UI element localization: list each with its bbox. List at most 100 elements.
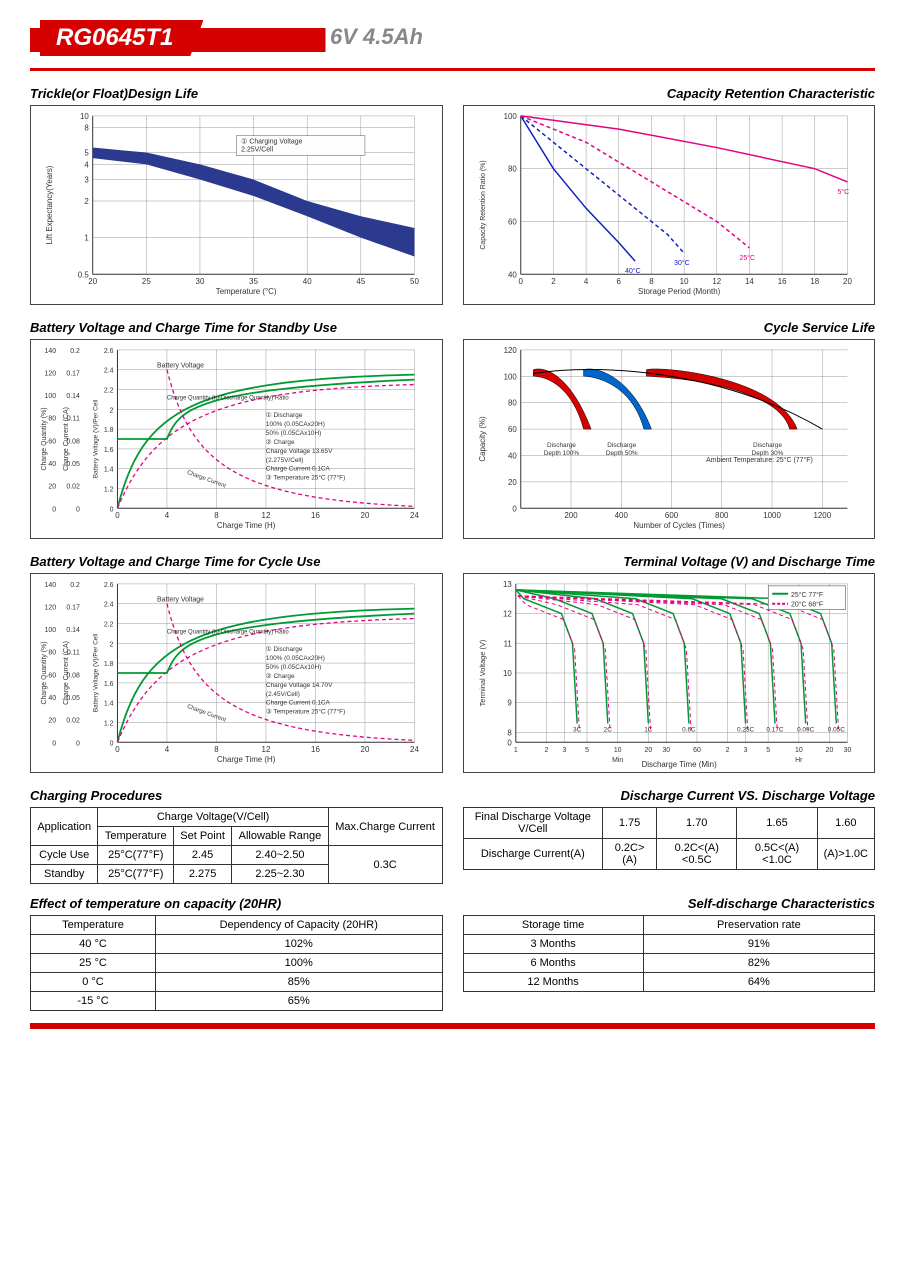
svg-text:10: 10 <box>80 112 89 121</box>
svg-text:140: 140 <box>45 582 57 589</box>
svg-text:Ambient Temperature: 25°C (77°: Ambient Temperature: 25°C (77°F) <box>706 456 813 464</box>
svg-text:8: 8 <box>214 511 219 520</box>
svg-text:1: 1 <box>513 747 517 754</box>
svg-text:12: 12 <box>262 745 271 754</box>
svg-text:1000: 1000 <box>763 511 781 520</box>
svg-text:140: 140 <box>45 348 57 355</box>
svg-text:0: 0 <box>52 506 56 513</box>
svg-text:2.2: 2.2 <box>104 387 114 394</box>
svg-text:Number of Cycles (Times): Number of Cycles (Times) <box>633 521 725 530</box>
svg-text:100: 100 <box>503 372 517 381</box>
svg-text:1.6: 1.6 <box>104 447 114 454</box>
svg-text:2.25V/Cell: 2.25V/Cell <box>241 147 273 154</box>
svg-text:Min: Min <box>612 757 623 764</box>
svg-text:Hr: Hr <box>795 757 803 764</box>
spec-text: 6V 4.5Ah <box>330 24 423 50</box>
svg-text:1.4: 1.4 <box>104 701 114 708</box>
svg-text:60: 60 <box>507 425 516 434</box>
svg-text:8: 8 <box>214 745 219 754</box>
svg-text:12: 12 <box>503 610 512 619</box>
table-title: Self-discharge Characteristics <box>463 896 876 911</box>
svg-text:2: 2 <box>110 641 114 648</box>
svg-text:11: 11 <box>503 639 512 648</box>
svg-text:13: 13 <box>503 580 512 589</box>
svg-text:0.17C: 0.17C <box>766 726 783 733</box>
svg-text:25: 25 <box>142 277 151 286</box>
svg-text:② Charge: ② Charge <box>266 673 295 680</box>
svg-text:Charge Time (H): Charge Time (H) <box>217 521 276 530</box>
svg-text:2: 2 <box>84 197 88 206</box>
svg-text:Charge Quantity (to-Discharge: Charge Quantity (to-Discharge Quantity) … <box>167 395 289 401</box>
svg-text:Charge Time (H): Charge Time (H) <box>217 755 276 764</box>
svg-text:6: 6 <box>616 277 621 286</box>
svg-text:3C: 3C <box>573 726 582 733</box>
svg-text:10: 10 <box>794 747 802 754</box>
svg-text:0: 0 <box>115 511 120 520</box>
svg-text:10: 10 <box>503 669 512 678</box>
svg-text:2: 2 <box>110 407 114 414</box>
svg-text:20: 20 <box>644 747 652 754</box>
svg-text:Charge Voltage 13.65V: Charge Voltage 13.65V <box>266 448 333 455</box>
svg-text:0: 0 <box>110 740 114 747</box>
svg-text:100: 100 <box>45 627 57 634</box>
chart-title: Cycle Service Life <box>463 320 876 335</box>
svg-text:Discharge: Discharge <box>607 442 636 449</box>
svg-text:800: 800 <box>715 511 729 520</box>
svg-text:1.2: 1.2 <box>104 720 114 727</box>
svg-text:0: 0 <box>512 504 517 513</box>
svg-text:③ Temperature 25°C (77°F): ③ Temperature 25°C (77°F) <box>266 708 345 716</box>
svg-text:9: 9 <box>507 699 512 708</box>
svg-text:0: 0 <box>110 506 114 513</box>
svg-text:0.6C: 0.6C <box>682 726 696 733</box>
svg-text:① Discharge: ① Discharge <box>266 646 303 653</box>
table-discharge-voltage: Discharge Current VS. Discharge Voltage … <box>463 788 876 884</box>
svg-text:100% (0.05CAx20H): 100% (0.05CAx20H) <box>266 421 325 428</box>
svg-text:2.2: 2.2 <box>104 621 114 628</box>
svg-text:0.05C: 0.05C <box>827 726 844 733</box>
svg-text:16: 16 <box>311 511 320 520</box>
svg-text:60: 60 <box>507 217 516 226</box>
svg-text:35: 35 <box>249 277 258 286</box>
svg-text:80: 80 <box>48 416 56 423</box>
svg-text:30: 30 <box>662 747 670 754</box>
svg-text:1C: 1C <box>644 726 653 733</box>
svg-text:2.6: 2.6 <box>104 582 114 589</box>
svg-text:Storage Period (Month): Storage Period (Month) <box>638 287 721 296</box>
chart-title: Battery Voltage and Charge Time for Stan… <box>30 320 443 335</box>
svg-text:1: 1 <box>84 234 89 243</box>
svg-text:120: 120 <box>45 604 57 611</box>
svg-text:1200: 1200 <box>813 511 831 520</box>
svg-text:Charge Current (CA): Charge Current (CA) <box>63 641 70 705</box>
chart-standby: Battery Voltage and Charge Time for Stan… <box>30 320 443 539</box>
svg-text:5: 5 <box>84 149 89 158</box>
svg-text:100: 100 <box>503 112 517 121</box>
svg-text:24: 24 <box>410 745 419 754</box>
svg-text:20: 20 <box>48 484 56 491</box>
svg-text:0.02: 0.02 <box>66 718 80 725</box>
chart-cycle-life: Cycle Service Life 020406080100120200400… <box>463 320 876 539</box>
svg-text:Depth 100%: Depth 100% <box>543 450 579 457</box>
svg-text:2C: 2C <box>603 726 612 733</box>
svg-text:80: 80 <box>48 650 56 657</box>
svg-text:0: 0 <box>52 740 56 747</box>
chart-cycle-use: Battery Voltage and Charge Time for Cycl… <box>30 554 443 773</box>
svg-text:40°C: 40°C <box>625 267 640 275</box>
svg-text:16: 16 <box>777 277 786 286</box>
svg-text:45: 45 <box>356 277 365 286</box>
footer-bar <box>30 1023 875 1029</box>
svg-text:① Charging Voltage: ① Charging Voltage <box>241 138 302 146</box>
svg-text:100% (0.05CAx20H): 100% (0.05CAx20H) <box>266 655 325 662</box>
svg-text:25°C 77°F: 25°C 77°F <box>791 591 823 599</box>
table-title: Effect of temperature on capacity (20HR) <box>30 896 443 911</box>
svg-text:Battery Voltage: Battery Voltage <box>157 363 204 370</box>
svg-text:Terminal Voltage (V): Terminal Voltage (V) <box>478 640 487 707</box>
svg-text:0: 0 <box>76 506 80 513</box>
table-charging: Charging Procedures ApplicationCharge Vo… <box>30 788 443 884</box>
svg-text:8: 8 <box>84 124 89 133</box>
svg-text:18: 18 <box>810 277 819 286</box>
svg-text:24: 24 <box>410 511 419 520</box>
svg-text:2: 2 <box>551 277 555 286</box>
svg-text:60: 60 <box>693 747 701 754</box>
svg-text:20: 20 <box>48 718 56 725</box>
svg-text:20: 20 <box>843 277 852 286</box>
